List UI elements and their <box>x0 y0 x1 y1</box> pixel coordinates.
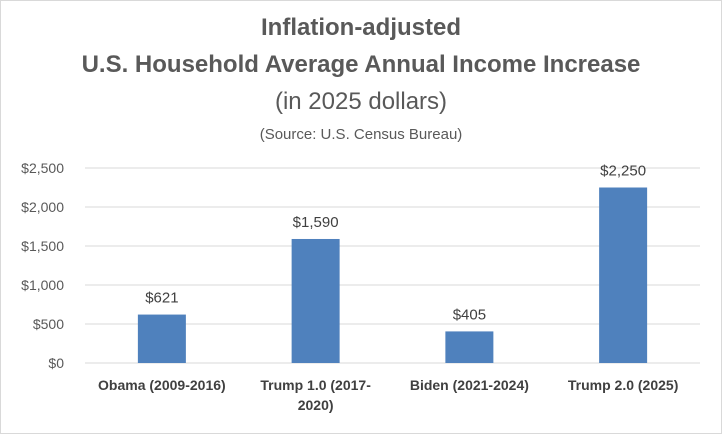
gridlines <box>85 167 700 364</box>
bar <box>137 314 186 363</box>
bars <box>137 187 648 363</box>
x-tick-label: Trump 1.0 (2017- <box>260 377 371 393</box>
x-axis-labels: Obama (2009-2016) Trump 1.0 (2017- 2020) Bi… <box>98 377 678 413</box>
data-label: $2,250 <box>600 163 646 180</box>
bar <box>291 238 340 363</box>
y-tick-label: $0 <box>48 355 64 371</box>
data-labels: $621 $1,590 $405 $2,250 <box>145 163 646 324</box>
chart-title-line-2: U.S. Household Average Annual Income Inc… <box>81 51 641 78</box>
x-tick-label: 2020) <box>298 397 334 413</box>
chart-title-line-1: Inflation-adjusted <box>261 14 461 41</box>
data-label: $621 <box>145 290 178 307</box>
data-label: $1,590 <box>293 214 339 231</box>
chart-source-note: (Source: U.S. Census Bureau) <box>259 126 463 143</box>
chart-subtitle: (in 2025 dollars) <box>274 88 448 115</box>
bar <box>445 331 494 363</box>
y-tick-label: $2,500 <box>21 160 64 176</box>
y-tick-label: $500 <box>33 316 64 332</box>
bar <box>599 187 648 363</box>
x-tick-label: Obama (2009-2016) <box>98 377 226 393</box>
x-tick-label: Trump 2.0 (2025) <box>568 377 679 393</box>
y-tick-label: $2,000 <box>21 199 64 215</box>
y-axis-ticks: $0 $500 $1,000 $1,500 $2,000 $2,500 <box>21 160 64 371</box>
y-tick-label: $1,000 <box>21 277 64 293</box>
y-tick-label: $1,500 <box>21 238 64 254</box>
x-tick-label: Biden (2021-2024) <box>410 377 529 393</box>
data-label: $405 <box>453 306 486 323</box>
